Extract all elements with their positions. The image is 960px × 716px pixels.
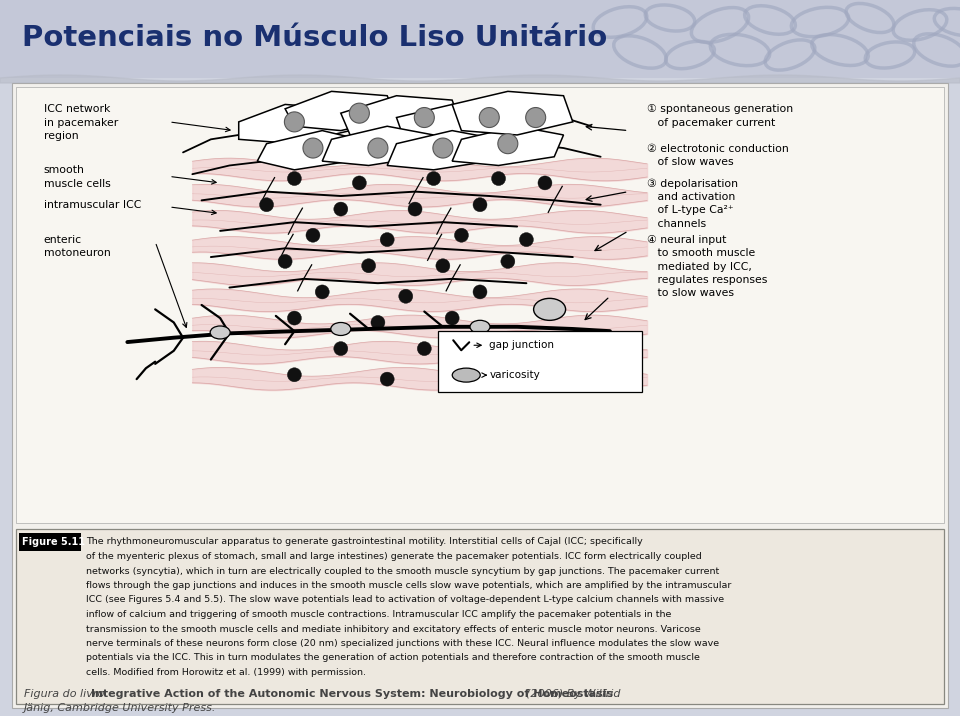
Text: ③ depolarisation
   and activation
   of L-type Ca²⁺
   channels: ③ depolarisation and activation of L-typ… [647, 178, 738, 228]
Bar [19, 533, 81, 551]
Circle shape [284, 112, 304, 132]
Polygon shape [387, 130, 498, 170]
Text: Figure 5.11: Figure 5.11 [22, 537, 85, 547]
Circle shape [362, 258, 375, 273]
Text: (2006) By Wilfrid: (2006) By Wilfrid [519, 689, 620, 699]
Polygon shape [257, 130, 359, 170]
Circle shape [287, 172, 301, 185]
Circle shape [334, 342, 348, 356]
Circle shape [259, 198, 274, 212]
Circle shape [526, 107, 545, 127]
Ellipse shape [331, 322, 350, 336]
Circle shape [538, 176, 552, 190]
Circle shape [303, 138, 323, 158]
Polygon shape [285, 92, 396, 130]
Circle shape [454, 228, 468, 242]
Text: ① spontaneous generation
   of pacemaker current: ① spontaneous generation of pacemaker cu… [647, 105, 793, 127]
Text: nerve terminals of these neurons form close (20 nm) specialized junctions with t: nerve terminals of these neurons form cl… [86, 639, 719, 648]
Ellipse shape [470, 320, 490, 334]
Circle shape [519, 233, 534, 246]
Polygon shape [323, 126, 434, 165]
Circle shape [415, 107, 434, 127]
Text: flows through the gap junctions and induces in the smooth muscle cells slow wave: flows through the gap junctions and indu… [86, 581, 732, 590]
Circle shape [492, 172, 506, 185]
Text: Integrative Action of the Autonomic Nervous System: Neurobiology of Homeostasis: Integrative Action of the Autonomic Nerv… [91, 689, 613, 699]
Circle shape [371, 316, 385, 329]
Circle shape [479, 107, 499, 127]
Text: The rhythmoneuromuscular apparatus to generate gastrointestinal motility. Inters: The rhythmoneuromuscular apparatus to ge… [86, 538, 643, 546]
Polygon shape [341, 96, 462, 140]
Text: of the myenteric plexus of stomach, small and large intestines) generate the pac: of the myenteric plexus of stomach, smal… [86, 552, 702, 561]
Bar [0, 0, 960, 78]
Text: varicosity: varicosity [490, 370, 540, 380]
Circle shape [334, 202, 348, 216]
Text: gap junction: gap junction [490, 340, 554, 350]
Polygon shape [452, 92, 573, 135]
Text: ④ neural input
   to smooth muscle
   mediated by ICC,
   regulates responses
  : ④ neural input to smooth muscle mediated… [647, 236, 767, 298]
Text: Figura do livro: Figura do livro [24, 689, 108, 699]
Circle shape [380, 233, 395, 246]
Circle shape [368, 138, 388, 158]
Text: ICC network
in pacemaker
region: ICC network in pacemaker region [44, 105, 118, 141]
Bar [438, 332, 642, 392]
Circle shape [498, 134, 517, 154]
Text: transmission to the smooth muscle cells and mediate inhibitory and excitatory ef: transmission to the smooth muscle cells … [86, 624, 701, 634]
Circle shape [398, 289, 413, 304]
Text: inflow of calcium and triggering of smooth muscle contractions. Intramuscular IC: inflow of calcium and triggering of smoo… [86, 610, 671, 619]
Text: cells. Modified from Horowitz et al. (1999) with permission.: cells. Modified from Horowitz et al. (19… [86, 668, 366, 677]
Text: Jänig, Cambridge University Press.: Jänig, Cambridge University Press. [24, 703, 216, 713]
Circle shape [306, 228, 320, 242]
Circle shape [287, 368, 301, 382]
Text: smooth
muscle cells: smooth muscle cells [44, 165, 110, 189]
Bar [16, 87, 944, 523]
Circle shape [445, 311, 459, 325]
Circle shape [436, 258, 450, 273]
Bar [16, 529, 944, 704]
Circle shape [278, 254, 292, 268]
Circle shape [315, 285, 329, 299]
Circle shape [473, 285, 487, 299]
Circle shape [380, 372, 395, 386]
Polygon shape [239, 105, 350, 144]
Ellipse shape [534, 299, 565, 320]
Circle shape [408, 202, 422, 216]
Circle shape [287, 311, 301, 325]
Ellipse shape [452, 368, 480, 382]
Circle shape [352, 176, 367, 190]
Circle shape [426, 172, 441, 185]
Text: Potenciais no Músculo Liso Unitário: Potenciais no Músculo Liso Unitário [22, 24, 608, 52]
Circle shape [473, 198, 487, 212]
Text: enteric
motoneuron: enteric motoneuron [44, 236, 110, 258]
Circle shape [349, 103, 370, 123]
Ellipse shape [210, 326, 230, 339]
Text: intramuscular ICC: intramuscular ICC [44, 200, 141, 211]
Text: networks (syncytia), which in turn are electrically coupled to the smooth muscle: networks (syncytia), which in turn are e… [86, 566, 719, 576]
Bar [12, 83, 948, 708]
Circle shape [418, 342, 431, 356]
Circle shape [433, 138, 453, 158]
Text: ICC (see Figures 5.4 and 5.5). The slow wave potentials lead to activation of vo: ICC (see Figures 5.4 and 5.5). The slow … [86, 596, 724, 604]
Text: potentials via the ICC. This in turn modulates the generation of action potentia: potentials via the ICC. This in turn mod… [86, 654, 700, 662]
Polygon shape [452, 126, 564, 165]
Text: ② electrotonic conduction
   of slow waves: ② electrotonic conduction of slow waves [647, 144, 789, 167]
Circle shape [501, 254, 515, 268]
Polygon shape [396, 105, 517, 144]
